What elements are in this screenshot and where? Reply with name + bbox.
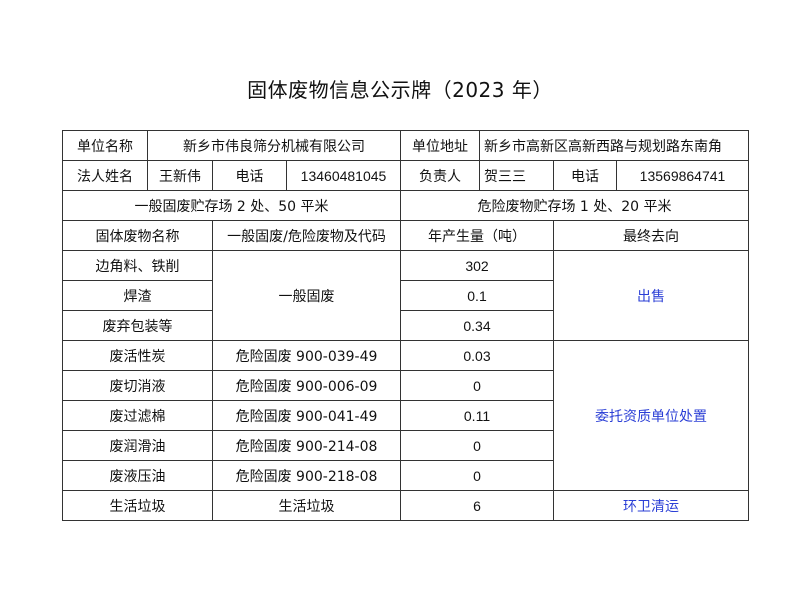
waste-info-table: 单位名称 新乡市伟良筛分机械有限公司 单位地址 新乡市高新区高新西路与规划路东南…	[62, 130, 749, 521]
waste-name: 边角料、铁削	[62, 250, 213, 281]
waste-amount: 6	[400, 490, 554, 521]
waste-destination: 环卫清运	[553, 490, 749, 521]
waste-name: 废弃包装等	[62, 310, 213, 341]
table-row: 废润滑油 危险固废 900-214-08 0	[62, 430, 749, 461]
waste-amount: 0	[400, 370, 554, 401]
waste-destination: 出售	[553, 250, 749, 341]
waste-type: 生活垃圾	[212, 490, 401, 521]
header-destination: 最终去向	[553, 220, 749, 251]
table-row: 废弃包装等 0.34	[62, 310, 749, 341]
responsible-person: 贺三三	[479, 160, 554, 191]
waste-destination: 委托资质单位处置	[553, 340, 749, 491]
table-row: 废切消液 危险固废 900-006-09 0	[62, 370, 749, 401]
table-row: 焊渣 0.1	[62, 280, 749, 311]
table-row: 边角料、铁削 一般固废 302 出售	[62, 250, 749, 341]
address: 新乡市高新区高新西路与规划路东南角	[479, 130, 749, 161]
responsible-label: 负责人	[400, 160, 480, 191]
unit-name-label: 单位名称	[62, 130, 148, 161]
phone-value: 13460481045	[286, 160, 401, 191]
waste-name: 焊渣	[62, 280, 213, 311]
header-type: 一般固废/危险废物及代码	[212, 220, 401, 251]
legal-person: 王新伟	[147, 160, 213, 191]
waste-type: 危险固废 900-214-08	[212, 430, 401, 461]
legal-person-label: 法人姓名	[62, 160, 148, 191]
phone-label: 电话	[212, 160, 287, 191]
waste-amount: 0.1	[400, 280, 554, 311]
waste-name: 废液压油	[62, 460, 213, 491]
waste-name: 废过滤棉	[62, 400, 213, 431]
address-label: 单位地址	[400, 130, 480, 161]
waste-amount: 0.11	[400, 400, 554, 431]
waste-type: 危险固废 900-218-08	[212, 460, 401, 491]
waste-name: 废活性炭	[62, 340, 213, 371]
table-row: 废活性炭 危险固废 900-039-49 0.03 委托资质单位处置	[62, 340, 749, 491]
phone-value: 13569864741	[616, 160, 749, 191]
waste-type: 一般固废	[212, 250, 401, 341]
hazard-storage: 危险废物贮存场 1 处、20 平米	[400, 190, 749, 221]
table-row: 废过滤棉 危险固废 900-041-49 0.11	[62, 400, 749, 431]
page-title: 固体废物信息公示牌（2023 年）	[247, 78, 553, 102]
table-row: 废液压油 危险固废 900-218-08 0	[62, 460, 749, 491]
waste-type: 危险固废 900-006-09	[212, 370, 401, 401]
waste-name: 废润滑油	[62, 430, 213, 461]
waste-type: 危险固废 900-039-49	[212, 340, 401, 371]
general-storage: 一般固废贮存场 2 处、50 平米	[62, 190, 401, 221]
waste-amount: 302	[400, 250, 554, 281]
waste-amount: 0.03	[400, 340, 554, 371]
table-row: 法人姓名 王新伟 电话 13460481045 负责人 贺三三 电话 13569…	[62, 160, 749, 191]
table-row: 单位名称 新乡市伟良筛分机械有限公司 单位地址 新乡市高新区高新西路与规划路东南…	[62, 130, 749, 161]
waste-name: 生活垃圾	[62, 490, 213, 521]
phone-label: 电话	[553, 160, 617, 191]
table-header-row: 固体废物名称 一般固废/危险废物及代码 年产生量（吨） 最终去向	[62, 220, 749, 251]
table-row: 生活垃圾 生活垃圾 6 环卫清运	[62, 490, 749, 521]
header-name: 固体废物名称	[62, 220, 213, 251]
waste-amount: 0	[400, 460, 554, 491]
unit-name: 新乡市伟良筛分机械有限公司	[147, 130, 401, 161]
waste-name: 废切消液	[62, 370, 213, 401]
header-amount: 年产生量（吨）	[400, 220, 554, 251]
waste-type: 危险固废 900-041-49	[212, 400, 401, 431]
waste-amount: 0.34	[400, 310, 554, 341]
waste-amount: 0	[400, 430, 554, 461]
table-row: 一般固废贮存场 2 处、50 平米 危险废物贮存场 1 处、20 平米	[62, 190, 749, 221]
